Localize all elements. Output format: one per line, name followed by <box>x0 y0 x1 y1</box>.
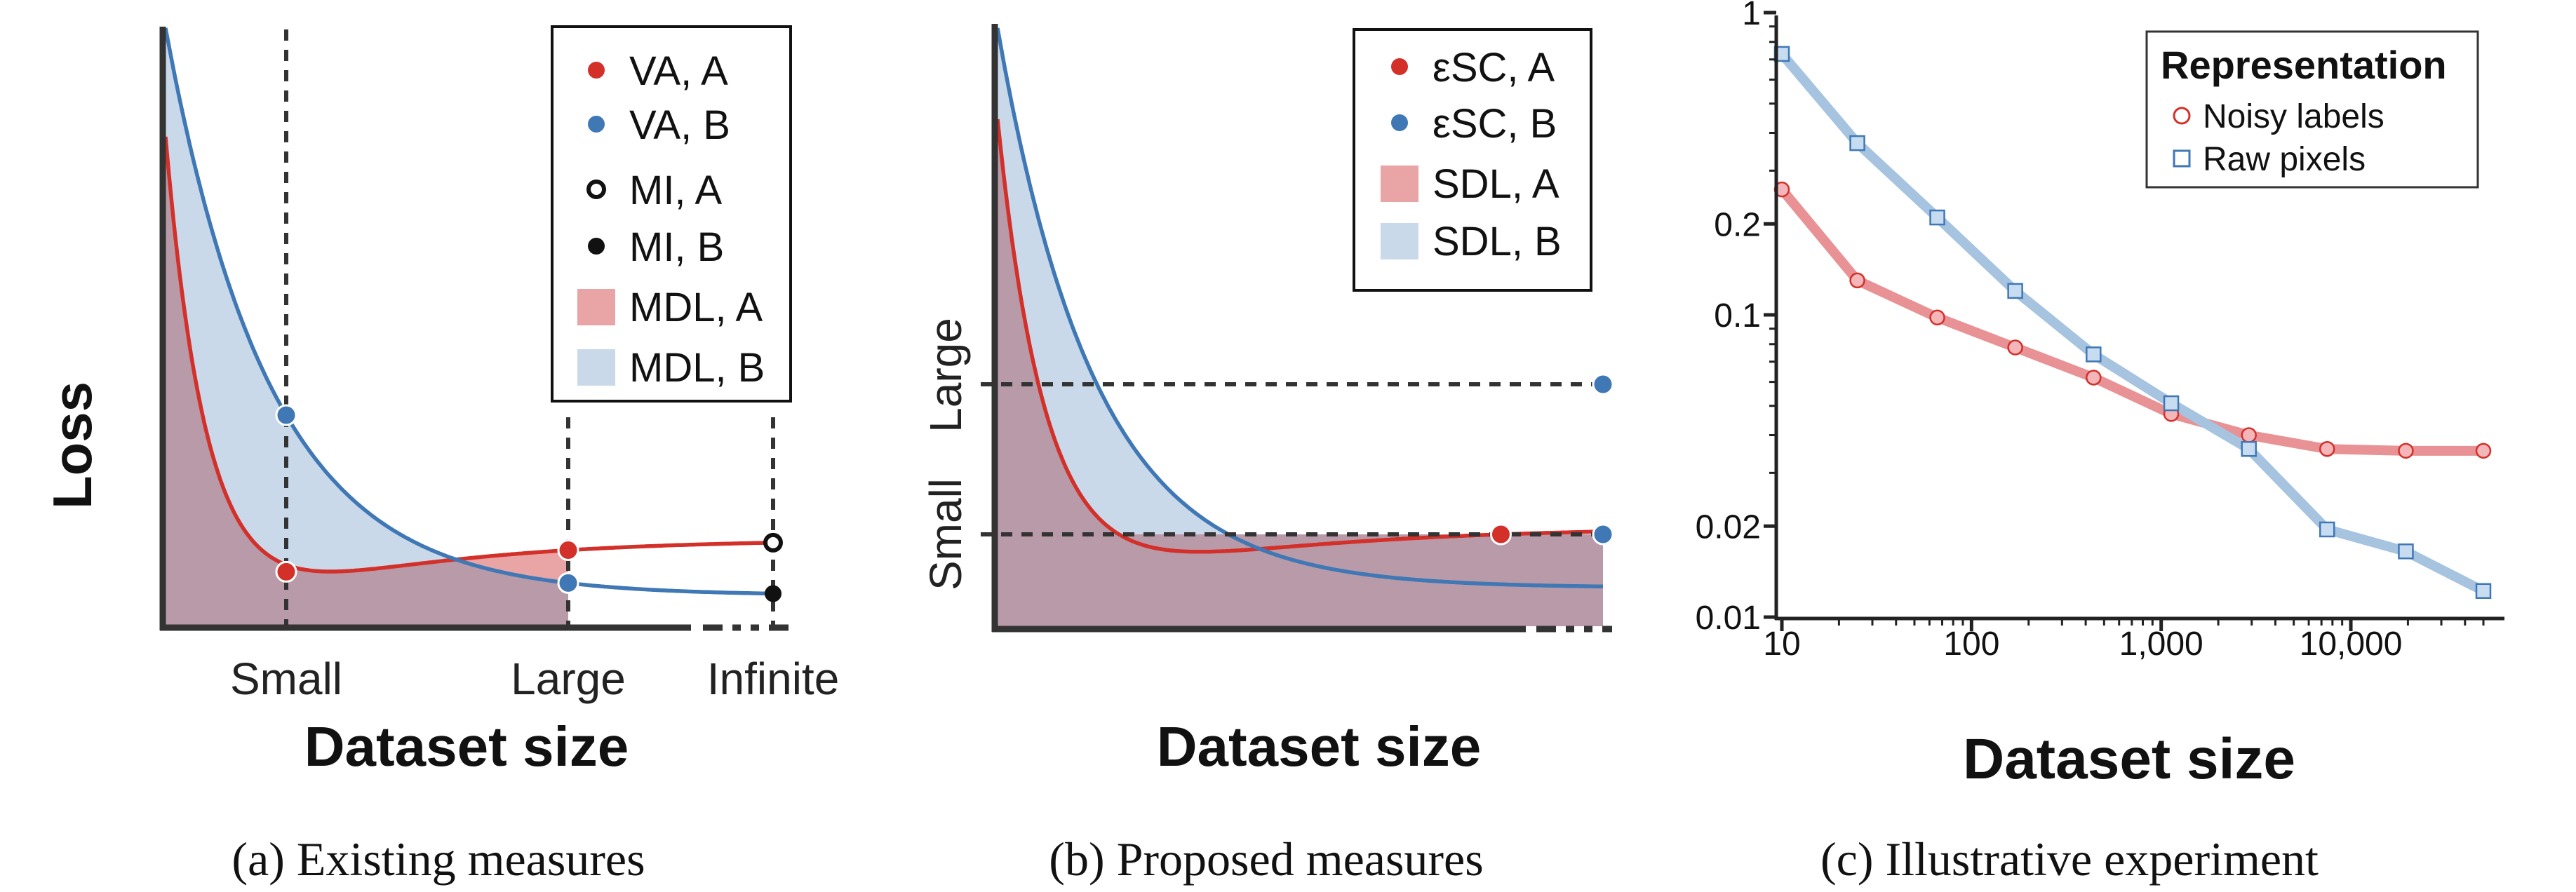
x-tick-large: Large <box>511 654 626 704</box>
esc-b-small-point <box>1592 523 1614 546</box>
legend-label: MDL, A <box>629 285 763 330</box>
legend-c: Representation Noisy labels Raw pixels <box>2145 30 2479 189</box>
legend-label: εSC, A <box>1433 45 1555 90</box>
mdl-b-legend-swatch <box>577 349 615 386</box>
raw-pixels-point <box>2086 346 2102 363</box>
legend-title: Representation <box>2161 43 2447 87</box>
caption-b: (b) Proposed measures <box>1049 832 1483 886</box>
y-axis-label: Loss <box>41 381 103 509</box>
noisy-labels-point <box>2319 440 2335 457</box>
y-tick-label: 1 <box>1742 0 1761 32</box>
va-a-large-point <box>557 539 579 562</box>
panel-c: 1 0.2 0.1 0.02 0.01 10 100 1,000 10,000 … <box>1696 0 2504 886</box>
raw-pixels-legend-marker <box>2173 149 2191 168</box>
x-tick-infinite: Infinite <box>707 654 840 704</box>
noisy-labels-point <box>1849 272 1865 289</box>
legend-label: Raw pixels <box>2203 141 2366 178</box>
legend-b: εSC, A εSC, B SDL, A SDL, B <box>1353 28 1592 292</box>
legend-label: εSC, B <box>1433 101 1557 147</box>
x-axis-label: Dataset size <box>1157 715 1481 778</box>
caption-a: (a) Existing measures <box>232 832 645 886</box>
y-tick-label: 0.01 <box>1696 600 1761 637</box>
sdl-b-legend-swatch <box>1381 223 1418 259</box>
noisy-labels-point <box>2398 442 2414 459</box>
x-axis-label: Dataset size <box>304 715 629 778</box>
raw-pixels-point <box>2241 440 2257 457</box>
panel-b: Small Large Dataset size (b) Proposed me… <box>920 24 1614 886</box>
legend-label: SDL, A <box>1433 161 1559 207</box>
esc-a-small-point <box>1489 523 1512 546</box>
noisy-labels-line <box>1777 184 2488 456</box>
noisy-labels-legend-marker <box>2173 107 2191 125</box>
x-tick-label: 100 <box>1943 626 1999 663</box>
raw-pixels-point <box>2319 521 2335 538</box>
legend-label: MDL, B <box>629 345 765 391</box>
esc-b-large-point <box>1592 373 1614 396</box>
sdl-b-area <box>998 28 1603 626</box>
noisy-labels-point <box>2086 370 2102 386</box>
raw-pixels-point <box>2163 395 2180 412</box>
esc-b-curve <box>995 27 1603 589</box>
legend-box <box>2145 30 2479 189</box>
legend-label: MI, B <box>629 224 724 270</box>
raw-pixels-point <box>1929 209 1945 226</box>
va-a-legend-marker <box>588 62 605 79</box>
va-b-point <box>275 404 297 426</box>
sdl-overlap-area <box>998 119 1603 626</box>
noisy-labels-point <box>2475 442 2492 459</box>
mi-b-point <box>765 585 781 602</box>
legend-label: VA, A <box>629 48 728 94</box>
noisy-labels-point <box>1929 309 1945 326</box>
tick-layer <box>1764 11 2485 631</box>
sdl-a-legend-swatch <box>1381 165 1418 202</box>
x-axis-label: Dataset size <box>1963 727 2295 791</box>
va-b-large-point <box>557 572 579 594</box>
mdl-overlap-area <box>166 137 568 625</box>
x-tick-small: Small <box>230 654 342 704</box>
va-b-curve <box>163 27 774 596</box>
va-a-point <box>275 560 297 583</box>
esc-b-legend-marker <box>1391 114 1408 131</box>
mdl-b-area <box>166 28 568 625</box>
noisy-labels-point <box>2007 339 2023 356</box>
mdl-a-legend-swatch <box>577 289 615 325</box>
y-tick-small: Small <box>920 478 971 590</box>
mi-b-legend-marker <box>588 238 605 255</box>
noisy-labels-point <box>2241 427 2257 443</box>
y-tick-label: 0.02 <box>1696 508 1761 546</box>
legend-label: VA, B <box>629 102 730 148</box>
raw-pixels-point <box>2398 543 2414 560</box>
caption-c: (c) Illustrative experiment <box>1820 832 2319 886</box>
x-tick-label: 10 <box>1763 626 1800 663</box>
legend-label: SDL, B <box>1433 219 1562 264</box>
legend-box <box>551 25 792 403</box>
esc-a-legend-marker <box>1391 58 1408 75</box>
y-tick-label: 0.2 <box>1714 206 1761 243</box>
raw-pixels-point <box>2475 583 2492 600</box>
panel-a: Loss Small Large Infinite Dataset size (… <box>41 25 840 886</box>
mi-a-legend-marker <box>586 180 606 199</box>
y-tick-large: Large <box>920 318 971 433</box>
legend-label: MI, A <box>629 168 722 213</box>
legend-a: VA, A VA, B MI, A MI, B MDL, A MDL, B <box>551 25 792 403</box>
legend-label: Noisy labels <box>2203 98 2384 135</box>
raw-pixels-point <box>2007 283 2023 299</box>
va-a-curve <box>163 136 773 574</box>
series-layer <box>1773 46 2492 600</box>
x-tick-label: 1,000 <box>2119 626 2203 663</box>
va-b-legend-marker <box>588 116 605 133</box>
x-tick-label: 10,000 <box>2300 626 2403 663</box>
raw-pixels-point <box>1849 135 1865 151</box>
mi-a-point <box>763 532 783 553</box>
raw-pixels-line <box>1777 48 2488 596</box>
y-tick-label: 0.1 <box>1714 297 1761 334</box>
